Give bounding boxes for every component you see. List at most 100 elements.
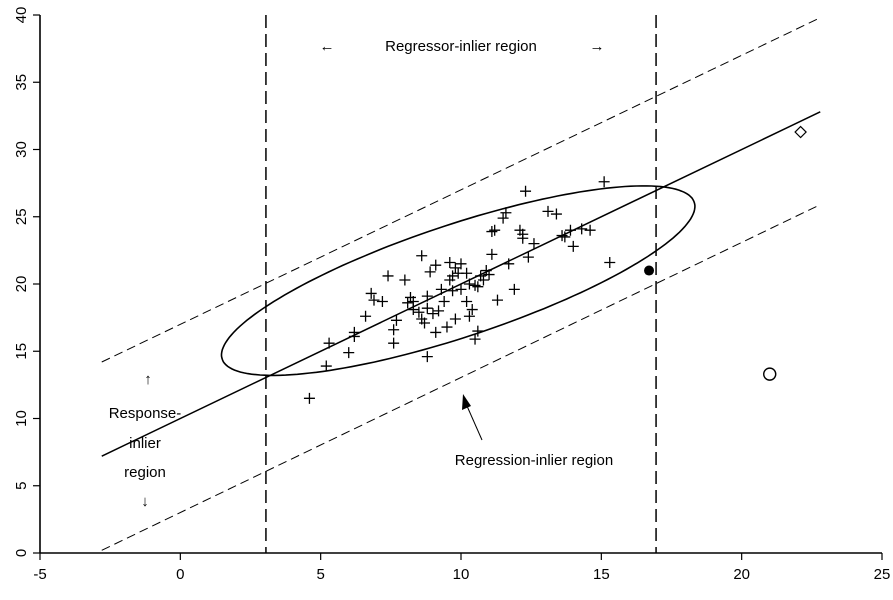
response-band-line bbox=[101, 17, 821, 363]
data-point-plus bbox=[472, 281, 484, 293]
data-point-plus bbox=[461, 295, 473, 307]
y-tick-label: 40 bbox=[13, 7, 30, 24]
response-up-arrow: ↑ bbox=[144, 371, 152, 388]
data-point-plus bbox=[528, 238, 540, 250]
data-point-plus bbox=[343, 347, 355, 359]
data-point-plus bbox=[449, 313, 461, 325]
data-point-plus bbox=[368, 294, 380, 306]
data-point-plus bbox=[348, 330, 360, 342]
x-tick-label: 20 bbox=[733, 566, 750, 583]
x-tick-label: 15 bbox=[593, 566, 610, 583]
data-point-plus bbox=[416, 250, 428, 262]
data-point-plus bbox=[303, 392, 315, 404]
data-point-plus bbox=[399, 274, 411, 286]
data-point-plus bbox=[407, 295, 419, 307]
data-point-plus bbox=[508, 283, 520, 295]
response-label-line2: inlier bbox=[129, 435, 161, 452]
response-band-line bbox=[101, 204, 821, 551]
y-tick-label: 15 bbox=[13, 343, 30, 360]
data-point-plus bbox=[427, 308, 439, 320]
x-tick-label: 25 bbox=[874, 566, 891, 583]
y-tick-label: 25 bbox=[13, 208, 30, 225]
regressor-left-arrow: ← bbox=[320, 38, 335, 55]
data-point-plus bbox=[500, 207, 512, 219]
data-point-plus bbox=[466, 304, 478, 316]
data-point-filled-circle bbox=[644, 265, 655, 276]
data-point-plus bbox=[489, 224, 501, 236]
data-point-plus bbox=[497, 212, 509, 224]
data-point-plus bbox=[503, 258, 515, 270]
data-point-plus bbox=[517, 232, 529, 244]
response-down-arrow: ↓ bbox=[141, 493, 149, 510]
data-point-plus bbox=[421, 351, 433, 363]
data-points bbox=[303, 125, 807, 404]
axis-ticks: -5 0 5 10 15 20 25 0 5 10 15 20 25 30 35 40 bbox=[13, 7, 890, 583]
data-point-plus bbox=[323, 337, 335, 349]
data-point-plus bbox=[360, 310, 372, 322]
data-point-plus bbox=[556, 230, 568, 242]
data-point-plus bbox=[522, 251, 534, 263]
x-tick-label: 10 bbox=[453, 566, 470, 583]
data-point-plus bbox=[576, 223, 588, 235]
data-point-plus bbox=[438, 295, 450, 307]
data-point-diamond bbox=[794, 125, 807, 139]
data-point-plus bbox=[424, 266, 436, 278]
response-label-line1: Response- bbox=[109, 405, 182, 422]
data-point-plus bbox=[564, 224, 576, 236]
y-tick-label: 30 bbox=[13, 141, 30, 158]
data-point-plus bbox=[520, 185, 532, 197]
data-point-plus bbox=[559, 231, 571, 243]
data-point-plus bbox=[390, 314, 402, 326]
data-point-plus bbox=[388, 324, 400, 336]
data-point-plus bbox=[491, 294, 503, 306]
x-tick-label: -5 bbox=[33, 566, 46, 583]
data-point-plus bbox=[486, 226, 498, 238]
data-point-plus bbox=[455, 258, 467, 270]
regressor-region-label: Regressor-inlier region bbox=[385, 38, 537, 55]
data-point-plus bbox=[421, 290, 433, 302]
data-point-plus bbox=[463, 310, 475, 322]
data-point-plus bbox=[598, 176, 610, 188]
data-point-plus bbox=[584, 224, 596, 236]
data-point-plus bbox=[469, 333, 481, 345]
y-tick-label: 35 bbox=[13, 74, 30, 91]
data-point-plus bbox=[419, 317, 431, 329]
data-point-plus bbox=[469, 279, 481, 291]
data-point-plus bbox=[435, 283, 447, 295]
data-point-plus bbox=[447, 270, 459, 282]
response-label-line3: region bbox=[124, 464, 166, 481]
data-point-plus bbox=[447, 285, 459, 297]
data-point-plus bbox=[444, 256, 456, 268]
y-tick-label: 10 bbox=[13, 410, 30, 427]
data-point-plus bbox=[430, 326, 442, 338]
data-point-plus bbox=[376, 295, 388, 307]
data-point-plus bbox=[413, 306, 425, 318]
data-point-plus bbox=[461, 267, 473, 279]
y-tick-label: 20 bbox=[13, 276, 30, 293]
data-point-plus bbox=[433, 305, 445, 317]
data-point-plus bbox=[604, 256, 616, 268]
data-point-plus bbox=[477, 274, 489, 286]
confidence-ellipse bbox=[220, 185, 696, 377]
data-point-plus bbox=[463, 278, 475, 290]
regressor-right-arrow: → bbox=[590, 38, 605, 55]
data-point-plus bbox=[486, 248, 498, 260]
x-tick-label: 5 bbox=[316, 566, 324, 583]
data-point-plus bbox=[382, 270, 394, 282]
data-point-plus bbox=[388, 337, 400, 349]
data-point-plus bbox=[421, 302, 433, 314]
regression-region-label: Regression-inlier region bbox=[455, 452, 613, 469]
data-point-plus bbox=[483, 269, 495, 281]
data-point-plus bbox=[320, 360, 332, 372]
data-point-plus bbox=[567, 240, 579, 252]
data-point-plus bbox=[402, 297, 414, 309]
data-point-open-circle bbox=[763, 367, 777, 381]
data-point-plus bbox=[430, 259, 442, 271]
data-point-plus bbox=[542, 205, 554, 217]
data-point-plus bbox=[472, 325, 484, 337]
y-tick-label: 5 bbox=[13, 482, 30, 490]
data-point-plus bbox=[441, 321, 453, 333]
regression-pointer-arrowhead bbox=[462, 394, 471, 410]
data-point-plus bbox=[455, 283, 467, 295]
